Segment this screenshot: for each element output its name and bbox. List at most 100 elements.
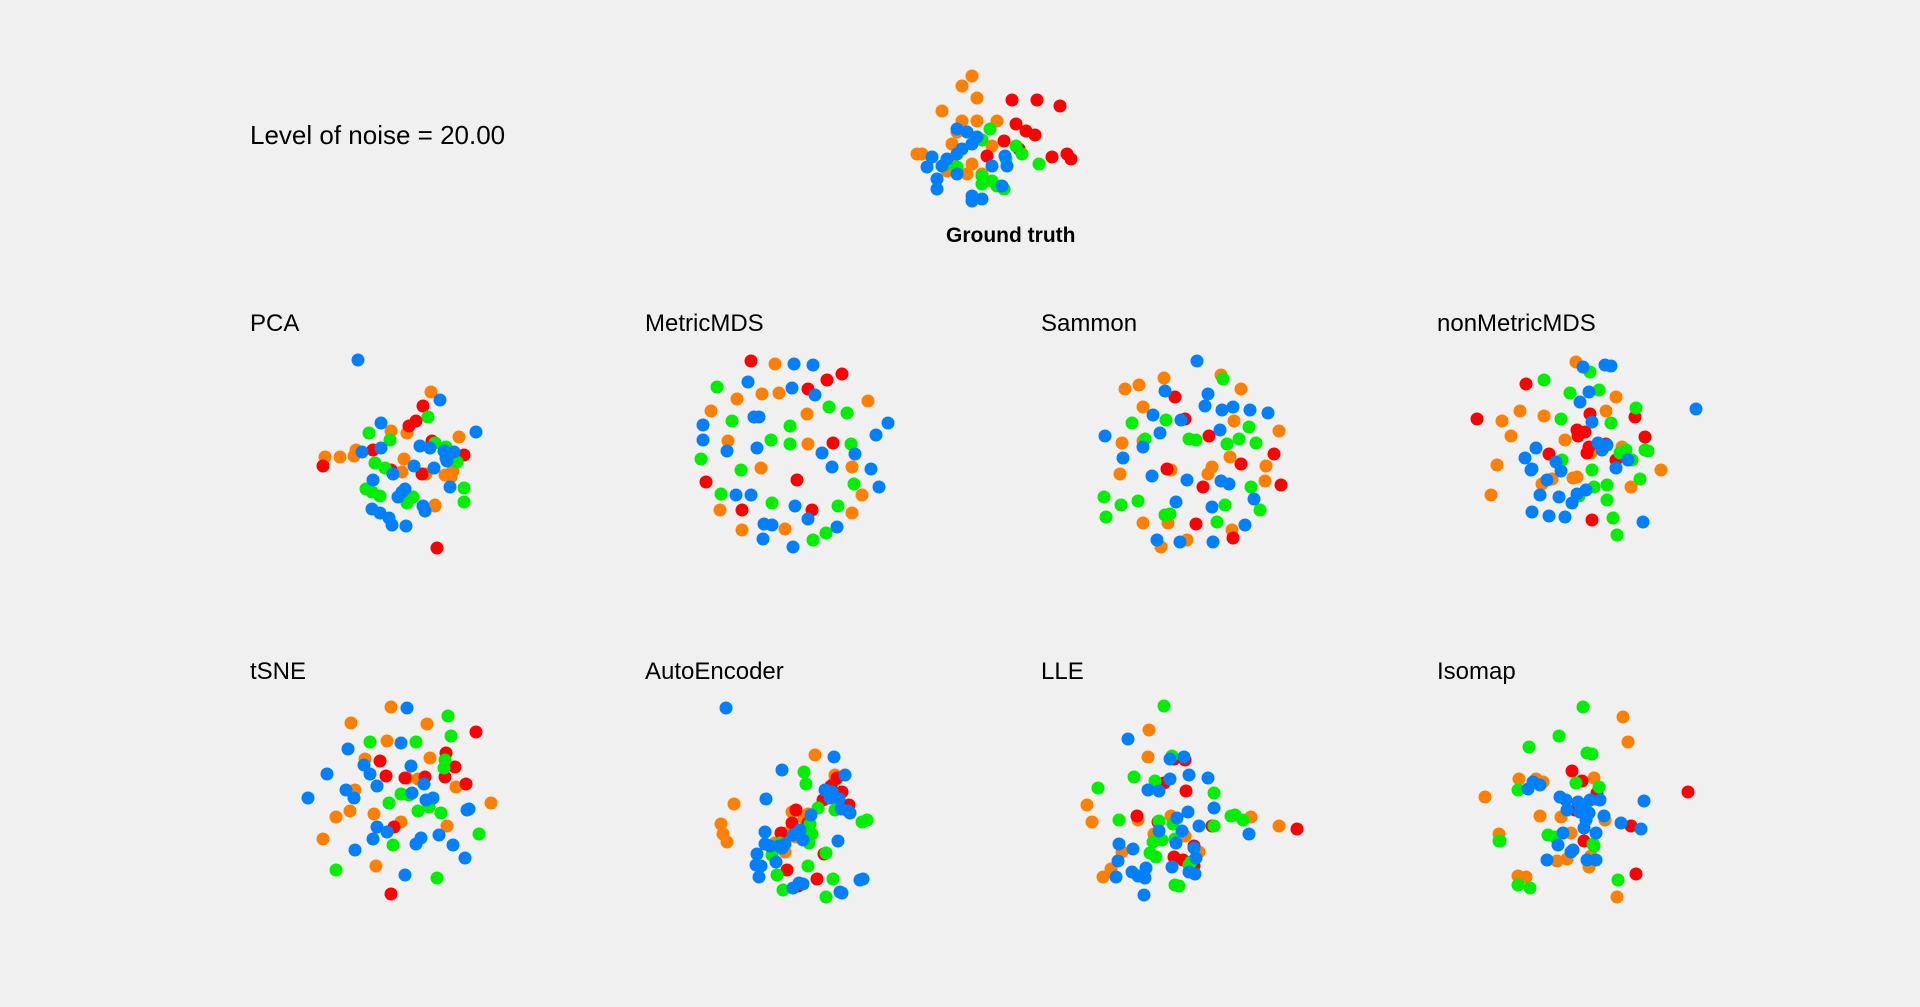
lle-point-green-16 [1236, 813, 1250, 827]
metricmds-point-blue-2 [741, 375, 755, 389]
tsne-point-orange-0 [344, 716, 358, 730]
isomap-point-blue-7 [1583, 793, 1597, 807]
sammon-point-green-13 [1131, 494, 1145, 508]
ground-truth-point-blue-15 [930, 182, 944, 196]
lle-point-orange-0 [1142, 723, 1156, 737]
ground-truth-point-blue-3 [965, 137, 979, 151]
sammon-point-blue-11 [1174, 413, 1188, 427]
tsne-point-blue-21 [409, 837, 423, 851]
autoencoder-point-orange-3 [727, 797, 741, 811]
isomap-point-blue-18 [1634, 822, 1648, 836]
sammon-point-green-11 [1114, 498, 1128, 512]
metricmds-point-blue-23 [765, 518, 779, 532]
metricmds-point-orange-3 [772, 386, 786, 400]
autoencoder-point-blue-13 [843, 806, 857, 820]
pca-point-blue-3 [469, 425, 483, 439]
tsne-point-green-15 [430, 871, 444, 885]
nonmetricmds-point-green-17 [1633, 472, 1647, 486]
pca-point-blue-4 [355, 445, 369, 459]
sammon-point-orange-12 [1259, 459, 1273, 473]
tsne-point-blue-4 [404, 759, 418, 773]
tsne-point-blue-0 [400, 701, 414, 715]
sammon-plot [1097, 354, 1288, 554]
sammon-point-blue-6 [1243, 403, 1257, 417]
nonmetricmds-point-blue-13 [1609, 461, 1623, 475]
pca-point-blue-1 [433, 393, 447, 407]
isomap-point-orange-1 [1621, 735, 1635, 749]
nonmetricmds-point-blue-27 [1689, 402, 1703, 416]
metricmds-point-blue-14 [848, 447, 862, 461]
lle-point-blue-20 [1139, 861, 1153, 875]
ground-truth-point-blue-19 [995, 179, 1009, 193]
nonmetricmds-point-blue-0 [1576, 360, 1590, 374]
lle-point-red-11 [1290, 822, 1304, 836]
lle-point-orange-9 [1272, 819, 1286, 833]
metricmds-point-orange-14 [778, 522, 792, 536]
nonmetricmds-title: nonMetricMDS [1437, 310, 1596, 337]
nonmetricmds-point-blue-20 [1533, 488, 1547, 502]
autoencoder-point-blue-21 [750, 847, 764, 861]
metricmds-point-blue-0 [787, 357, 801, 371]
lle-point-green-21 [1207, 819, 1221, 833]
metricmds-point-blue-19 [744, 488, 758, 502]
ground-truth-point-blue-7 [925, 150, 939, 164]
ground-truth-point-blue-8 [920, 160, 934, 174]
isomap-point-green-7 [1511, 783, 1525, 797]
autoencoder-point-blue-29 [796, 877, 810, 891]
metricmds-point-orange-0 [768, 357, 782, 371]
metricmds-point-green-2 [840, 406, 854, 420]
metricmds-point-blue-10 [720, 444, 734, 458]
tsne-point-orange-9 [316, 832, 330, 846]
metricmds-point-orange-5 [704, 404, 718, 418]
sammon-point-red-7 [1274, 478, 1288, 492]
tsne-point-orange-11 [484, 796, 498, 810]
pca-point-blue-13 [427, 461, 441, 475]
lle-point-green-2 [1127, 770, 1141, 784]
ground-truth-point-orange-11 [915, 147, 929, 161]
lle-point-orange-1 [1141, 750, 1155, 764]
tsne-plot [301, 700, 498, 901]
tsne-point-orange-16 [329, 810, 343, 824]
tsne-point-green-8 [411, 804, 425, 818]
isomap-point-blue-15 [1597, 809, 1611, 823]
metricmds-point-orange-13 [735, 523, 749, 537]
lle-point-red-5 [1130, 809, 1144, 823]
sammon-point-orange-8 [1227, 414, 1241, 428]
tsne-point-blue-23 [366, 832, 380, 846]
nonmetricmds-point-green-10 [1585, 463, 1599, 477]
sammon-point-blue-18 [1222, 477, 1236, 491]
nonmetricmds-point-blue-16 [1540, 473, 1554, 487]
ground-truth-point-blue-17 [975, 192, 989, 206]
tsne-point-red-3 [398, 771, 412, 785]
ground-truth-point-blue-10 [985, 159, 999, 173]
pca-point-red-8 [316, 459, 330, 473]
nonmetricmds-point-green-12 [1600, 478, 1614, 492]
isomap-point-green-6 [1592, 780, 1606, 794]
tsne-point-blue-8 [370, 779, 384, 793]
pca-point-green-1 [362, 426, 376, 440]
metricmds-point-red-5 [790, 473, 804, 487]
autoencoder-title: AutoEncoder [645, 658, 784, 685]
pca-point-orange-13 [438, 468, 452, 482]
ground-truth-point-red-10 [1045, 150, 1059, 164]
nonmetricmds-point-red-6 [1638, 430, 1652, 444]
ground-truth-point-orange-15 [960, 167, 974, 181]
lle-point-blue-13 [1175, 824, 1189, 838]
lle-point-green-12 [1146, 835, 1160, 849]
metricmds-point-green-1 [822, 400, 836, 414]
ground-truth-point-blue-14 [950, 167, 964, 181]
sammon-point-blue-3 [1215, 403, 1229, 417]
metricmds-point-orange-4 [861, 394, 875, 408]
autoencoder-point-blue-17 [763, 839, 777, 853]
pca-point-green-3 [368, 456, 382, 470]
autoencoder-point-blue-26 [749, 858, 763, 872]
sammon-point-blue-15 [1145, 469, 1159, 483]
autoencoder-point-red-7 [774, 826, 788, 840]
metricmds-point-orange-7 [721, 434, 735, 448]
tsne-point-red-2 [379, 769, 393, 783]
ground-truth-point-blue-5 [950, 147, 964, 161]
isomap-plot [1478, 700, 1695, 904]
ground-truth-title: Ground truth [946, 224, 1076, 247]
ground-truth-plot [910, 69, 1078, 208]
ground-truth-point-red-2 [1053, 99, 1067, 113]
